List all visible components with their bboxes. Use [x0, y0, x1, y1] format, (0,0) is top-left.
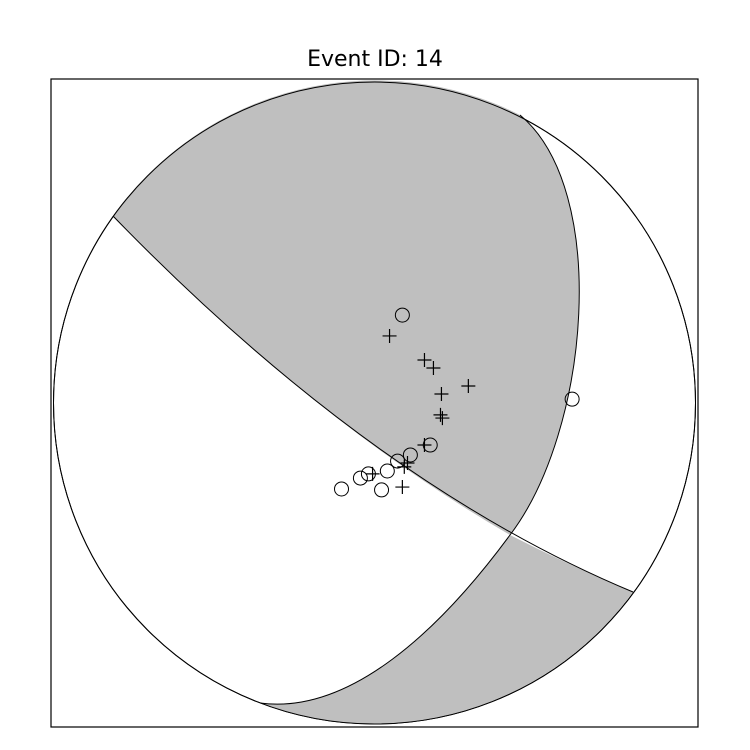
compressional-quadrant: [113, 80, 580, 535]
plus-marker: [382, 328, 397, 343]
markers: [334, 307, 580, 498]
plus-marker: [461, 378, 476, 393]
plot-frame: [50, 78, 699, 728]
plus-marker: [417, 353, 432, 368]
open-circle-marker: [374, 482, 390, 498]
open-circle-marker: [402, 447, 418, 463]
plus-marker: [400, 455, 415, 470]
plus-marker: [417, 438, 432, 453]
plus-marker: [426, 361, 441, 376]
plus-marker: [433, 407, 448, 422]
plus-marker: [397, 459, 412, 474]
plus-marker: [434, 387, 449, 402]
open-circle-marker: [334, 481, 350, 497]
open-circle-marker: [564, 391, 580, 407]
plus-marker: [395, 480, 410, 495]
plus-marker: [435, 411, 450, 426]
plus-marker: [365, 466, 380, 481]
open-circle-marker: [394, 307, 410, 323]
nodal-plane: [259, 114, 580, 705]
focal-sphere-outline: [53, 81, 696, 725]
compressional-quadrant: [260, 535, 633, 724]
open-circle-marker: [352, 470, 368, 486]
open-circle-marker: [379, 463, 395, 479]
chart-title: Event ID: 14: [307, 47, 443, 72]
beachball: [53, 80, 696, 725]
nodal-plane: [112, 215, 634, 593]
